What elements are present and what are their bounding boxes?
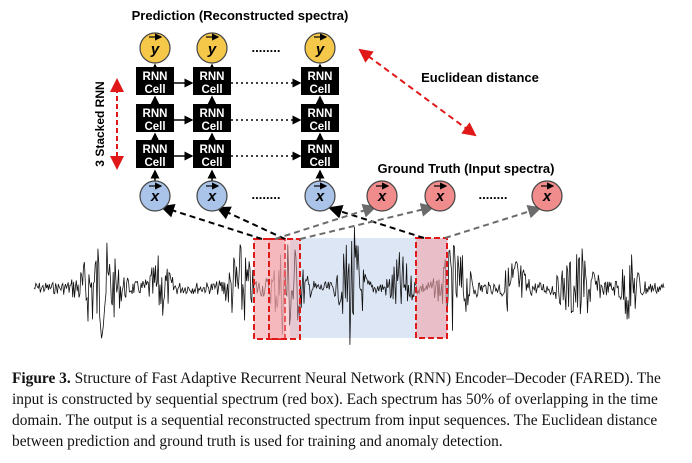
input-node: x [139,180,171,212]
ground-truth-node: x [366,180,398,212]
rnn-cell-label-top: RNN [143,71,168,83]
output-ellipsis: ........ [252,40,281,55]
rnn-cell-label-bottom: Cell [144,84,165,96]
rnn-cell-label-top: RNN [308,144,333,156]
caption-label: Figure 3. [12,370,71,387]
ground-truth-node: x [531,180,563,212]
output-nodes: y y y ........ [139,32,336,64]
rnn-cell-label-top: RNN [143,108,168,120]
waveform-area [33,226,665,345]
svg-text:x: x [435,188,445,205]
svg-text:y: y [150,41,160,58]
rnn-cell-label-bottom: Cell [201,121,222,133]
input-window-last [415,237,448,339]
output-node: y [139,32,171,64]
svg-text:y: y [315,41,325,58]
svg-text:x: x [377,188,387,205]
euclidean-label: Euclidean distance [421,70,539,85]
euclidean-arrow [358,48,477,137]
signal-waveform [33,226,665,345]
prediction-title: Prediction (Reconstructed spectra) [132,8,349,23]
output-node: y [196,32,228,64]
rnn-cell-label-bottom: Cell [309,157,330,169]
ground-truth-nodes: x x x ........ [366,180,563,212]
rnn-cell-label-top: RNN [200,108,225,120]
rnn-cell-label-bottom: Cell [144,121,165,133]
input-window-2 [268,238,301,340]
fared-diagram: Prediction (Reconstructed spectra) Groun… [33,8,665,345]
input-node: x [304,180,336,212]
output-node: y [304,32,336,64]
rnn-cell-label-top: RNN [143,144,168,156]
svg-text:y: y [207,41,217,58]
rnn-cells: RNNCellRNNCellRNNCellRNNCellRNNCellRNNCe… [136,63,339,181]
input-ellipsis: ........ [252,187,281,202]
rnn-cell-label-bottom: Cell [309,84,330,96]
svg-text:x: x [542,188,552,205]
input-nodes: x x x ........ [139,180,336,212]
svg-text:x: x [207,188,217,205]
ground-truth-ellipsis: ........ [479,187,508,202]
input-node: x [196,180,228,212]
ground-truth-title: Ground Truth (Input spectra) [378,161,555,176]
ground-truth-node: x [424,180,456,212]
svg-text:x: x [315,188,325,205]
figure-caption: Figure 3. Structure of Fast Adaptive Rec… [12,368,684,452]
rnn-cell-label-top: RNN [200,144,225,156]
rnn-cell-label-top: RNN [200,71,225,83]
rnn-cell-label-top: RNN [308,71,333,83]
rnn-cell-label-bottom: Cell [309,121,330,133]
svg-text:x: x [150,188,160,205]
caption-text: Structure of Fast Adaptive Recurrent Neu… [12,370,661,450]
stacked-rnn-label: 3 Stacked RNN [93,81,107,166]
rnn-cell-label-bottom: Cell [201,157,222,169]
rnn-cell-label-bottom: Cell [201,84,222,96]
window-to-input-lines [160,203,542,240]
rnn-cell-label-top: RNN [308,108,333,120]
rnn-cell-label-bottom: Cell [144,157,165,169]
